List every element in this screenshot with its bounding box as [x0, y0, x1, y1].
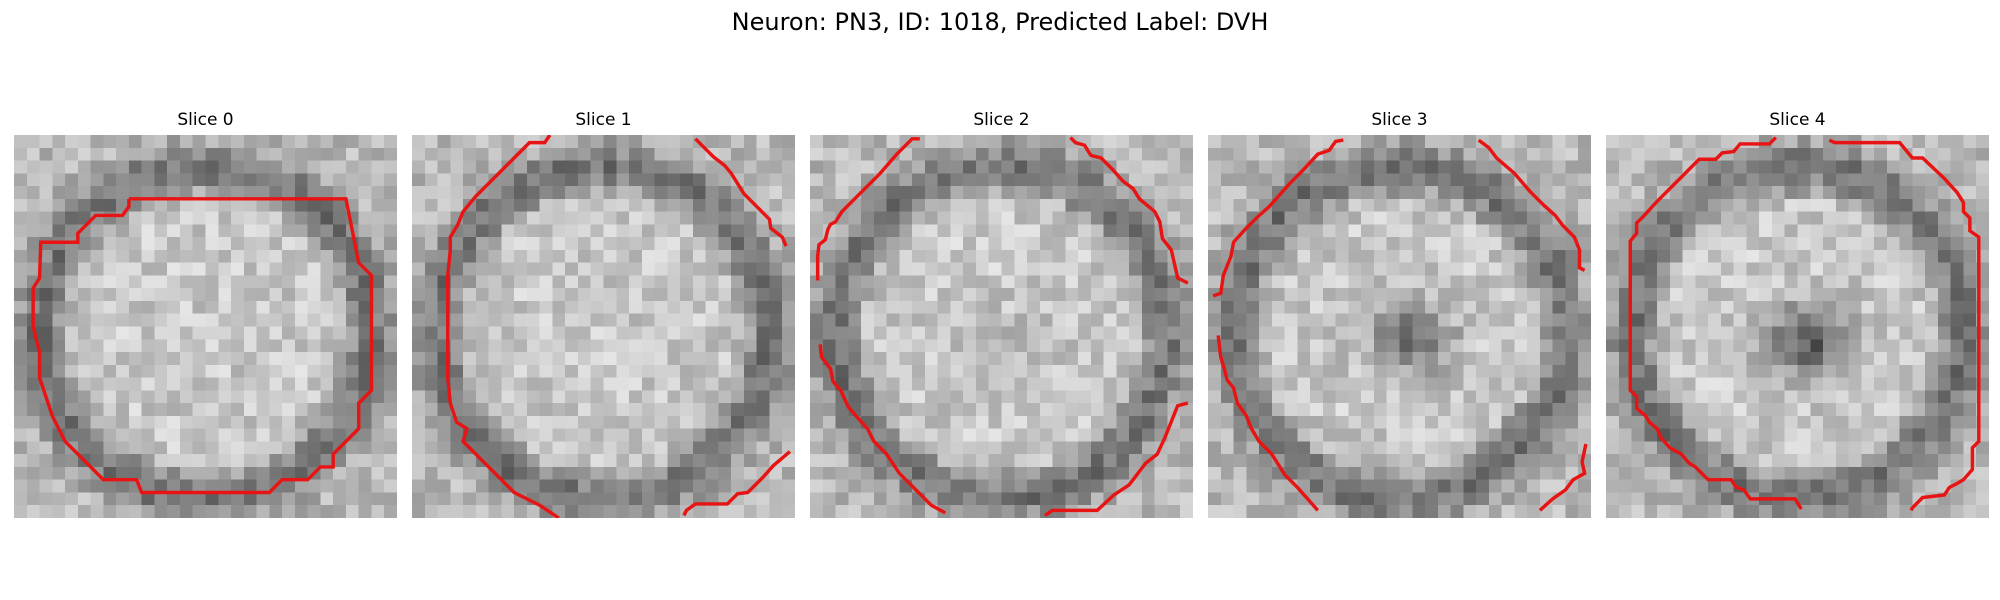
grayscale-pixels [1606, 135, 1989, 518]
slice-panel-4: Slice 4 [1606, 110, 1989, 518]
slice-image [14, 135, 397, 518]
slice-title: Slice 0 [177, 110, 234, 130]
cell-contour [818, 344, 947, 515]
slice-panel-1: Slice 1 [412, 110, 795, 518]
contour-overlay [1628, 136, 1981, 512]
cell-contour [1043, 401, 1189, 517]
cell-contour [1828, 138, 1981, 512]
cell-contour [694, 137, 788, 247]
cell-contour [1212, 138, 1344, 298]
slice-title: Slice 2 [973, 110, 1030, 130]
slice-image [1208, 135, 1591, 518]
slice-title: Slice 4 [1769, 110, 1826, 130]
figure-title: Neuron: PN3, ID: 1018, Predicted Label: … [731, 8, 1269, 36]
slice-image [810, 135, 1193, 518]
cell-contour [1538, 443, 1588, 512]
slice-image [412, 135, 795, 518]
grayscale-pixels [810, 135, 1193, 518]
slice-panel-3: Slice 3 [1208, 110, 1591, 518]
cell-contour [1069, 136, 1189, 285]
cell-contour [1216, 335, 1320, 512]
contour-overlay [1212, 138, 1588, 512]
slice-panel-2: Slice 2 [810, 110, 1193, 518]
contour-overlay [815, 136, 1189, 517]
contour-overlay [31, 197, 374, 495]
slice-title: Slice 3 [1371, 110, 1428, 130]
cell-contour [446, 135, 560, 518]
cell-contour [682, 450, 792, 517]
cell-contour [1628, 136, 1803, 510]
cell-contour [815, 137, 920, 281]
cell-contour [31, 197, 374, 495]
slice-image [1606, 135, 1989, 518]
cell-contour [1477, 138, 1586, 272]
contour-overlay [446, 135, 792, 518]
slice-title: Slice 1 [575, 110, 632, 130]
slice-panel-0: Slice 0 [14, 110, 397, 518]
